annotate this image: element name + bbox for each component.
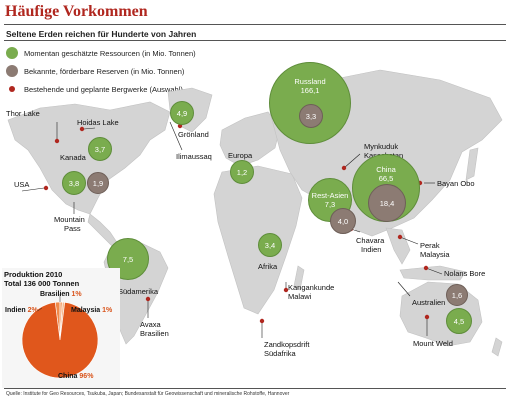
- legend-label-resources: Momentan geschätzte Ressourcen (in Mio. …: [24, 48, 196, 58]
- label-avaxa: Avaxa: [140, 320, 161, 329]
- label-russland: Russland: [294, 77, 326, 86]
- label-mount-weld: Mount Weld: [413, 339, 453, 348]
- value-kanada: 3,7: [94, 144, 106, 154]
- title-rule: [4, 24, 506, 25]
- legend-item-reserves: Bekannte, förderbare Reserven (in Mio. T…: [6, 64, 184, 78]
- mine-marker-zandkopsdrift: [259, 318, 265, 324]
- pie-label-indien: Indien 2%: [5, 307, 38, 314]
- label-mountain-pass-2: Pass: [64, 224, 81, 233]
- subtitle-rule: [4, 40, 506, 41]
- label-bayan-obo: Bayan Obo: [437, 179, 475, 188]
- label-mynkuduk: Mynkuduk: [364, 142, 399, 151]
- continent-madagascar: [293, 265, 305, 291]
- grey-circle-icon: [6, 65, 18, 77]
- legend-label-reserves: Bekannte, förderbare Reserven (in Mio. T…: [24, 66, 185, 76]
- bubble-usa-resources: 3,8: [62, 171, 86, 195]
- mine-marker-hoidas-lake: [79, 126, 85, 132]
- bubble-china-reserves: 18,4: [368, 184, 406, 222]
- bubble-usa-reserves: 1,9: [87, 172, 109, 194]
- label-usa: USA: [14, 180, 30, 189]
- mine-marker-kangankunde: [283, 287, 289, 293]
- value-afrika: 3,4: [264, 240, 276, 250]
- label-afrika: Afrika: [258, 262, 278, 271]
- continent-north-america: [7, 101, 171, 215]
- pie-label-brasilien: Brasilien 1%: [40, 291, 82, 298]
- pie-slice-china: [21, 301, 99, 379]
- continent-indonesia: [399, 265, 467, 281]
- label-mountain-pass: Mountain: [54, 215, 85, 224]
- value-rest-asien-resources: 7,3: [324, 200, 336, 209]
- bubble-rest-asien-reserves: 4,0: [330, 208, 356, 234]
- mine-marker-thor-lake: [54, 138, 60, 144]
- bubble-afrika-resources: 3,4: [258, 233, 282, 257]
- label-brasilien: Brasilien: [140, 329, 169, 338]
- production-title-line2: Total 136 000 Tonnen: [4, 279, 80, 288]
- value-russland-resources: 166,1: [300, 86, 320, 95]
- label-rest-asien: Rest-Asien: [311, 191, 349, 200]
- legend-item-resources: Momentan geschätzte Ressourcen (in Mio. …: [6, 46, 196, 60]
- mine-marker-perak: [397, 234, 403, 240]
- mine-marker-mount-weld: [424, 314, 430, 320]
- value-china-resources: 66,5: [378, 174, 394, 183]
- bubble-russland-reserves: 3,3: [299, 104, 323, 128]
- label-nolans-bore: Nolans Bore: [444, 269, 486, 278]
- green-circle-icon: [6, 47, 18, 59]
- source-rule: [4, 388, 506, 389]
- mine-marker-avaxa: [145, 296, 151, 302]
- label-thor-lake: Thor Lake: [6, 109, 40, 118]
- label-kanada: Kanada: [60, 153, 86, 162]
- label-zandkopsdrift: Zandkopsdrift: [264, 340, 310, 349]
- production-title: Produktion 2010 Total 136 000 Tonnen: [4, 270, 79, 288]
- label-indien: Indien: [361, 245, 382, 254]
- label-europa: Europa: [228, 151, 253, 160]
- bubble-australien-reserves: 1,6: [446, 284, 468, 306]
- label-groenland: Grönland: [178, 130, 209, 139]
- value-china-reserves: 18,4: [379, 198, 395, 208]
- value-usa-resources: 3,8: [68, 178, 80, 188]
- label-suedafrika: Südafrika: [264, 349, 296, 358]
- continent-new-zealand: [491, 337, 503, 357]
- continent-japan: [465, 147, 479, 181]
- value-groenland: 4,9: [176, 108, 188, 118]
- label-kangankunde: Kangankunde: [288, 283, 335, 292]
- continent-europe: [219, 111, 281, 167]
- label-malaysia: Malaysia: [420, 250, 450, 259]
- label-perak: Perak: [420, 241, 440, 250]
- value-australien-resources: 4,5: [453, 316, 465, 326]
- bubble-australien-resources: 4,5: [446, 308, 472, 334]
- value-usa-reserves: 1,9: [92, 178, 104, 188]
- mine-marker-mountain-pass: [43, 185, 49, 191]
- subtitle: Seltene Erden reichen für Hunderte von J…: [6, 29, 197, 39]
- label-malawi: Malawi: [288, 292, 312, 301]
- legend-label-mines: Bestehende und geplante Bergwerke (Auswa…: [24, 84, 183, 94]
- continent-southeast-asia: [385, 227, 411, 265]
- production-title-line1: Produktion 2010: [4, 270, 63, 279]
- label-ilimaussaq: Ilimaussaq: [176, 152, 212, 161]
- value-europa: 1,2: [236, 167, 248, 177]
- label-chavara: Chavara: [356, 236, 385, 245]
- value-australien-reserves: 1,6: [451, 290, 463, 300]
- value-rest-asien-reserves: 4,0: [337, 216, 349, 226]
- bubble-kanada-resources: 3,7: [88, 137, 112, 161]
- legend-item-mines: Bestehende und geplante Bergwerke (Auswa…: [6, 82, 183, 96]
- mine-marker-nolans-bore: [423, 265, 429, 271]
- bubble-russland-resources: Russland 166,1: [269, 62, 351, 144]
- label-hoidas-lake: Hoidas Lake: [77, 118, 119, 127]
- label-australien: Australien: [412, 298, 446, 307]
- value-russland-reserves: 3,3: [305, 111, 317, 121]
- value-suedamerika: 7,5: [122, 254, 134, 264]
- pie-label-china: China 96%: [58, 373, 94, 380]
- source-note: Quelle: Institute for Geo Resources, Tsu…: [6, 391, 290, 397]
- pie-label-malaysia: Malaysia 1%: [71, 307, 113, 314]
- label-china: China: [376, 165, 396, 174]
- mine-marker-mynkuduk: [341, 165, 347, 171]
- label-suedamerika: Südamerika: [118, 287, 159, 296]
- bubble-groenland-resources: 4,9: [170, 101, 194, 125]
- page-title: Häufige Vorkommen: [5, 3, 148, 20]
- bubble-europa-resources: 1,2: [230, 160, 254, 184]
- red-dot-icon: [9, 86, 15, 92]
